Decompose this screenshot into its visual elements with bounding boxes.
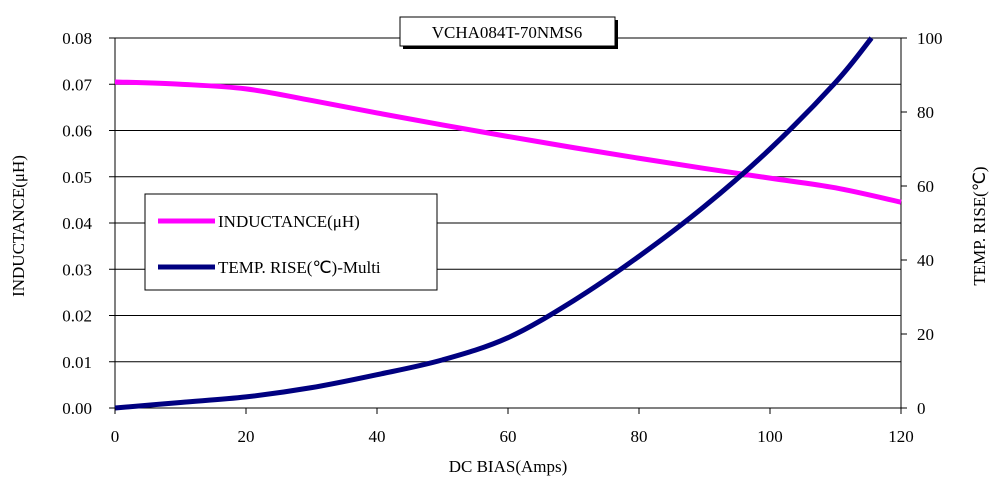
y-left-tick-label: 0.01 <box>62 353 92 372</box>
title-frame <box>399 16 616 47</box>
x-tick-label: 60 <box>500 427 517 446</box>
x-tick-label: 0 <box>111 427 120 446</box>
y-right-tick-label: 80 <box>917 103 934 122</box>
x-tick-label: 80 <box>631 427 648 446</box>
chart-title-box: VCHA084T-70NMS6 <box>399 16 618 49</box>
x-tick-label: 40 <box>369 427 386 446</box>
y-right-tick-label: 20 <box>917 325 934 344</box>
legend-label-inductance: INDUCTANCE(μH) <box>218 212 360 231</box>
y-left-tick-label: 0.02 <box>62 307 92 326</box>
x-axis-label: DC BIAS(Amps) <box>449 457 568 476</box>
y-right-tick-label: 0 <box>917 399 926 418</box>
x-tick-label: 100 <box>757 427 783 446</box>
series-line-inductance <box>114 79 902 205</box>
legend-label-temp-rise: TEMP. RISE(℃)-Multi <box>218 258 381 277</box>
y-right-tick-label: 100 <box>917 29 943 48</box>
x-tick-label: 120 <box>888 427 914 446</box>
y-left-tick-label: 0.07 <box>62 75 92 94</box>
y-left-tick-label: 0.06 <box>62 122 92 141</box>
y-left-tick-label: 0.08 <box>62 29 92 48</box>
chart-title: VCHA084T-70NMS6 <box>432 23 583 42</box>
y-axis-right-label: TEMP. RISE(℃) <box>970 166 989 285</box>
y-right-tick-label: 40 <box>917 251 934 270</box>
y-left-tick-label: 0.00 <box>62 399 92 418</box>
series-group <box>114 36 902 411</box>
y-axis-left-label: INDUCTANCE(μH) <box>9 155 28 297</box>
x-tick-label: 20 <box>238 427 255 446</box>
y-left-tick-label: 0.04 <box>62 214 92 233</box>
y-left-tick-label: 0.03 <box>62 260 92 279</box>
y-left-tick-label: 0.05 <box>62 168 92 187</box>
series-line-temp-rise <box>114 36 874 411</box>
legend: INDUCTANCE(μH) TEMP. RISE(℃)-Multi <box>144 193 438 291</box>
legend-frame <box>144 193 438 291</box>
y-right-tick-label: 60 <box>917 177 934 196</box>
axes: 0.00 0.01 0.02 0.03 0.04 0.05 0.06 0.07 0.08 0 20 4… <box>62 29 942 446</box>
